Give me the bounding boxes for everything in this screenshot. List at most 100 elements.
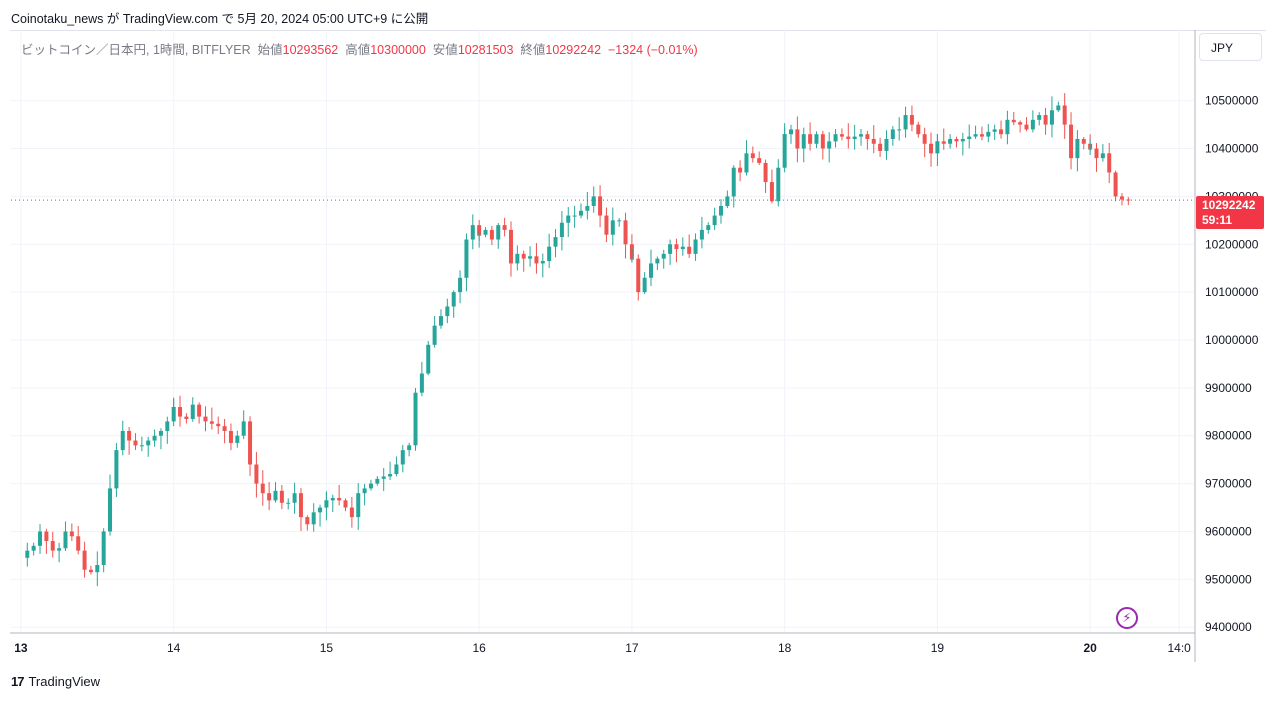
candle-body xyxy=(903,115,908,130)
candle-body xyxy=(528,256,533,259)
candle-body xyxy=(610,220,615,235)
candle-body xyxy=(165,421,170,431)
open-label: 始値 xyxy=(257,43,283,57)
candle-body xyxy=(388,474,393,477)
candle-body xyxy=(1069,124,1074,159)
candle-body xyxy=(890,129,895,139)
candle-body xyxy=(31,545,36,551)
candle-body xyxy=(827,141,832,149)
high-value: 10300000 xyxy=(370,43,426,57)
candle-body xyxy=(375,478,380,484)
candle-body xyxy=(540,261,545,264)
candle-body xyxy=(789,129,794,135)
candle-body xyxy=(960,138,965,142)
candle-body xyxy=(1043,115,1048,125)
candle-body xyxy=(502,225,507,230)
candle-body xyxy=(782,134,787,168)
candle-body xyxy=(636,258,641,293)
candle-body xyxy=(559,222,564,238)
candle-body xyxy=(839,134,844,137)
candle-body xyxy=(508,229,513,264)
y-tick-label: 10100000 xyxy=(1205,285,1259,299)
candle-body xyxy=(228,430,233,443)
bar-countdown: 59:11 xyxy=(1202,213,1233,227)
candle-body xyxy=(419,373,424,393)
candle-body xyxy=(356,493,361,518)
y-tick-label: 9400000 xyxy=(1205,620,1252,634)
x-tick-label: 17 xyxy=(625,641,639,655)
candle-body xyxy=(82,550,87,570)
candle-body xyxy=(623,220,628,245)
candle-body xyxy=(292,493,297,503)
candle-body xyxy=(929,143,934,154)
candle-body xyxy=(133,440,138,446)
candle-body xyxy=(661,253,666,259)
candle-body xyxy=(489,229,494,240)
y-tick-label: 9500000 xyxy=(1205,572,1252,586)
candle-body xyxy=(76,536,81,551)
candle-body xyxy=(184,416,189,419)
candle-body xyxy=(1119,196,1124,200)
candle-body xyxy=(897,129,902,131)
candle-body xyxy=(801,134,806,149)
candle-body xyxy=(216,423,221,427)
candle-body xyxy=(95,564,100,573)
candle-body xyxy=(598,196,603,216)
candle-body xyxy=(362,488,367,494)
candle-body xyxy=(451,292,456,307)
candle-body xyxy=(279,490,284,503)
candle-body xyxy=(1100,153,1105,159)
candle-body xyxy=(1088,148,1093,150)
candle-body xyxy=(973,134,978,137)
candle-body xyxy=(1107,153,1112,173)
footer-brand-text: TradingView xyxy=(28,674,101,689)
candle-body xyxy=(432,325,437,345)
candle-body xyxy=(146,440,151,446)
close-label: 終値 xyxy=(520,43,546,57)
candle-body xyxy=(865,134,870,139)
candle-body xyxy=(534,256,539,264)
y-tick-label: 9800000 xyxy=(1205,429,1252,443)
candle-body xyxy=(674,244,679,250)
candle-body xyxy=(553,237,558,247)
candle-body xyxy=(1075,138,1080,159)
candle-body xyxy=(999,129,1004,135)
candle-body xyxy=(852,136,857,139)
candle-body xyxy=(381,476,386,479)
last-price-tag: 10292242 59:11 xyxy=(1196,196,1264,229)
candle-body xyxy=(470,225,475,240)
candle-body xyxy=(948,138,953,144)
chart-frame xyxy=(10,30,1266,663)
candle-body xyxy=(967,136,972,139)
candle-body xyxy=(330,497,335,501)
candle-body xyxy=(769,182,774,202)
change-value: −1324 (−0.01%) xyxy=(607,43,698,57)
candle-body xyxy=(1081,138,1086,144)
candle-body xyxy=(458,277,463,293)
candle-body xyxy=(572,215,577,217)
candle-body xyxy=(1024,124,1029,130)
candle-body xyxy=(483,229,488,235)
candle-body xyxy=(585,205,590,211)
x-tick-label: 16 xyxy=(472,641,486,655)
candle-body xyxy=(318,507,323,513)
x-tick-label: 14 xyxy=(167,641,181,655)
candle-body xyxy=(693,239,698,254)
candle-body xyxy=(235,435,240,443)
candle-body xyxy=(884,138,889,151)
candle-body xyxy=(63,531,68,549)
candle-body xyxy=(88,569,93,573)
candle-body xyxy=(731,167,736,197)
candle-body xyxy=(477,225,482,235)
x-tick-label: 14:0 xyxy=(1168,641,1192,655)
candle-body xyxy=(171,407,176,422)
lightning-icon[interactable]: ⚡ xyxy=(1116,607,1138,629)
candle-body xyxy=(833,134,838,142)
candle-body xyxy=(878,143,883,151)
candle-body xyxy=(209,421,214,424)
candle-body xyxy=(566,215,571,223)
currency-button[interactable]: JPY xyxy=(1199,33,1262,61)
candle-body xyxy=(57,548,62,551)
candle-body xyxy=(108,488,113,532)
